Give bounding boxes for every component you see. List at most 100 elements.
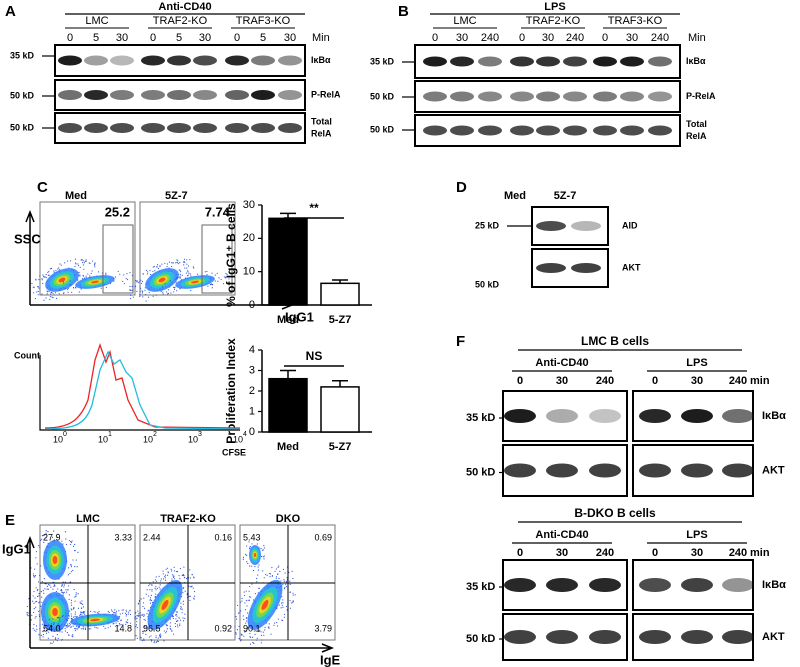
event-dot [42,636,44,638]
event-dot [63,292,65,294]
event-dot [166,265,168,268]
event-dot [67,639,69,641]
event-dot [38,287,40,289]
event-dot [256,639,258,641]
event-dot [183,574,185,577]
event-dot [31,282,33,285]
event-dot [33,602,35,604]
event-dot [280,580,282,582]
event-dot [183,566,185,568]
event-dot [84,260,86,262]
event-dot [252,599,255,601]
event-dot [49,624,51,627]
event-dot [249,636,252,638]
density-contour [52,556,58,564]
event-dot [77,628,79,630]
event-dot [39,628,41,630]
time-label: 0 [652,547,658,559]
event-dot [173,570,176,572]
event-dot [61,638,63,641]
event-dot [62,591,64,594]
y-tick-label: 1 [249,405,255,417]
event-dot [291,602,293,604]
event-dot [54,638,57,640]
event-dot [132,296,134,298]
quadrant-value: 0.92 [214,623,232,633]
size-marker: 50 kD [370,124,395,134]
event-dot [61,631,63,633]
event-dot [235,616,237,618]
blot-frame [632,559,754,611]
event-dot [45,530,47,532]
event-dot [43,534,45,536]
event-dot [62,282,65,284]
blot-band [536,91,560,102]
blot-band [536,221,566,231]
event-dot [39,546,41,548]
panel-letter: B [398,3,409,20]
event-dot [157,637,159,639]
event-dot [48,618,51,621]
event-dot [107,627,109,629]
gate [102,224,134,294]
blot-band [225,55,249,66]
tick-base: 10 [53,434,63,444]
blot-band [722,630,754,644]
group-label: TRAF3-KO [236,15,291,27]
event-dot [143,614,146,616]
event-dot [50,586,52,588]
event-dot [263,577,265,579]
event-dot [73,606,75,609]
event-dot [190,275,192,277]
event-dot [241,600,243,602]
time-label: 240 [729,547,747,559]
event-dot [192,266,194,268]
event-dot [186,259,188,261]
event-dot [178,617,180,619]
event-dot [81,600,83,602]
event-dot [155,593,157,595]
event-dot [87,273,89,275]
event-dot [129,285,131,288]
event-dot [105,272,107,274]
event-dot [236,604,239,606]
event-dot [275,577,277,579]
event-dot [280,602,283,604]
event-dot [149,583,151,585]
group-label: TRAF2-KO [153,15,208,27]
event-dot [142,632,144,634]
event-dot [228,278,230,280]
event-dot [142,291,144,293]
event-dot [68,617,70,620]
event-dot [53,530,55,532]
blot-band [563,125,587,136]
event-dot [56,616,59,619]
histogram-cyan [44,350,241,430]
event-dot [190,586,192,588]
event-dot [182,620,185,622]
event-dot [74,627,76,630]
event-dot [243,631,245,633]
event-dot [179,619,182,621]
event-dot [47,291,49,293]
event-dot [156,266,158,268]
event-dot [74,613,76,615]
event-dot [164,577,166,579]
blot-band [722,578,754,592]
event-dot [72,634,74,636]
event-dot [193,267,195,269]
event-dot [77,593,79,595]
event-dot [164,574,167,576]
event-dot [191,585,193,587]
event-dot [53,584,56,586]
event-dot [172,633,175,635]
event-dot [124,612,127,614]
event-dot [51,536,54,539]
event-dot [88,628,90,630]
event-dot [171,630,173,632]
event-dot [79,601,81,603]
event-dot [148,595,150,597]
event-dot [140,614,142,616]
blot-band [593,56,617,67]
event-dot [179,623,181,625]
